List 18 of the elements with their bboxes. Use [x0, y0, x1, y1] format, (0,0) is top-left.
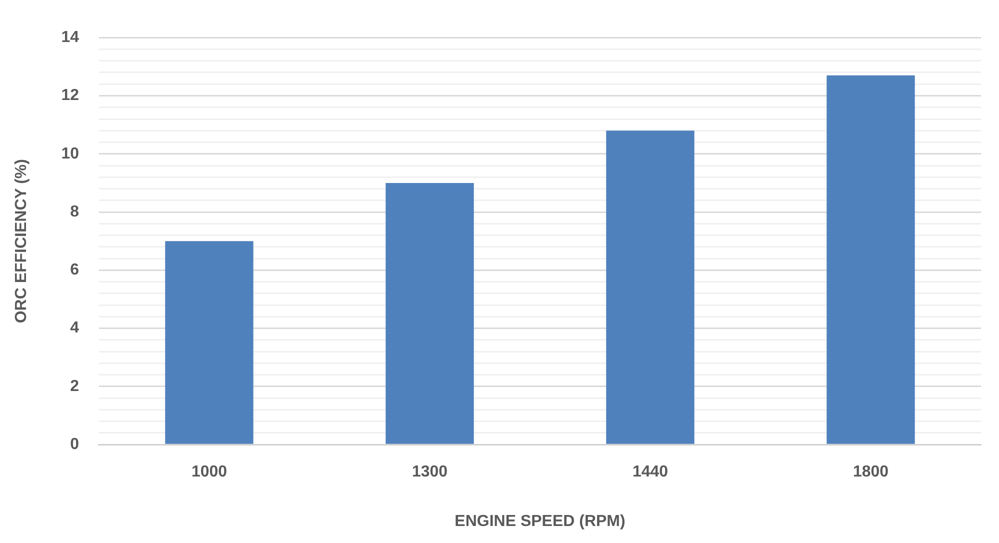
x-tick-label: 1000: [191, 464, 228, 481]
y-tick-label: 10: [61, 145, 80, 162]
bar: [826, 75, 915, 444]
bar: [386, 182, 474, 444]
y-axis-title: ORC EFFICIENCY (%): [13, 159, 30, 324]
bar: [606, 130, 694, 444]
x-tick-label: 1800: [852, 464, 889, 481]
x-tick-label: 1440: [632, 464, 668, 481]
x-axis-title: ENGINE SPEED (RPM): [454, 512, 626, 530]
bar: [165, 241, 254, 444]
x-tick-label: 1300: [412, 464, 448, 481]
y-tick-label: 4: [70, 320, 80, 337]
y-tick-label: 8: [70, 203, 80, 220]
y-tick-label: 0: [70, 436, 80, 454]
y-tick-label: 12: [61, 87, 80, 104]
y-tick-label: 14: [61, 29, 80, 46]
y-tick-label: 2: [70, 378, 80, 395]
y-tick-label: 6: [70, 262, 80, 279]
